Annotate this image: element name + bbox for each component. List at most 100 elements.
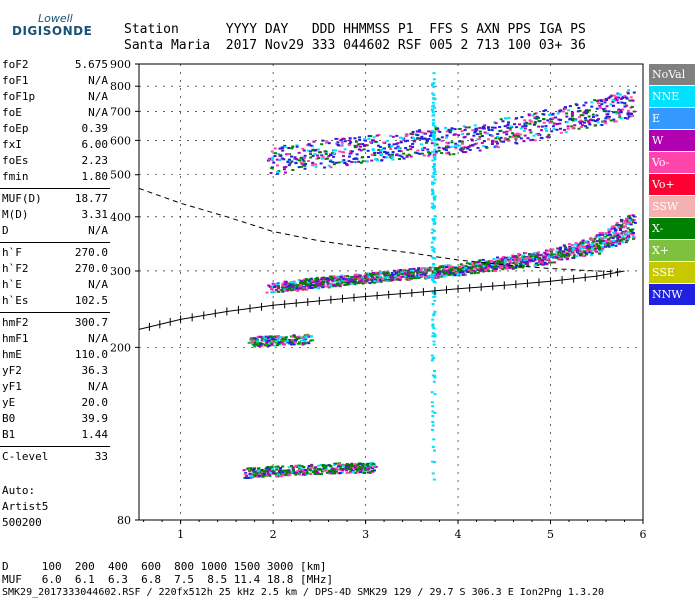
echo-mark [551,248,555,251]
echo-mark [516,132,520,135]
echo-mark [415,152,419,155]
echo-mark [386,271,390,274]
echo-mark [574,243,578,246]
echo-mark [580,120,584,123]
echo-mark [522,256,526,259]
echo-mark [430,391,434,394]
echo-mark [444,274,448,277]
echo-mark [486,132,490,135]
param-row: yE 20.0 [2,396,108,412]
echo-mark [275,468,279,471]
param-row: MUF(D) 18.77 [2,192,108,208]
param-row: M(D) 3.31 [2,208,108,224]
echo-mark [603,101,607,104]
echo-mark [583,246,587,249]
echo-mark [577,116,581,119]
echo-mark [462,125,466,128]
echo-mark [347,155,351,158]
echo-mark [583,117,587,120]
echo-mark [245,474,249,477]
echo-mark [581,114,585,117]
echo-mark [504,256,508,259]
echo-mark [263,337,267,340]
echo-mark [629,96,633,99]
param-name: h`Es [2,294,29,307]
echo-mark [565,112,569,115]
echo-mark [378,277,382,280]
echo-mark [303,278,307,281]
echo-mark [398,275,402,278]
polarization-legend: NoVal NNE E W Vo- Vo+ SSW X- X+ SSE NNW [649,64,695,306]
echo-mark [352,157,356,160]
echo-mark [411,275,415,278]
echo-mark [390,276,394,279]
echo-mark [488,265,492,268]
echo-mark [622,222,626,225]
echo-mark [410,132,414,135]
echo-mark [533,116,537,119]
echo-mark [511,267,515,270]
echo-mark [600,245,604,248]
echo-mark [337,144,341,147]
echo-mark [360,468,364,471]
echo-mark [433,299,437,302]
echo-mark [445,130,449,133]
echo-mark [601,120,605,123]
echo-mark [443,264,447,267]
echo-mark [299,279,303,282]
echo-mark [604,122,608,125]
param-value: 0.39 [81,122,109,135]
echo-mark [309,153,313,156]
echo-mark [627,221,631,224]
echo-mark [287,284,291,287]
echo-mark [388,145,392,148]
echo-mark [371,276,375,279]
echo-mark [623,225,627,228]
echo-mark [433,155,437,158]
echo-mark [266,465,270,468]
echo-mark [616,237,620,240]
echo-mark [380,153,384,156]
echo-mark [373,154,377,157]
echo-mark [614,235,618,238]
echo-mark [410,145,414,148]
echo-mark [482,263,486,266]
echo-mark [432,438,436,441]
footer-info: SMK29_2017333044602.RSF / 220fx512h 25 k… [2,587,605,598]
echo-mark [558,110,562,113]
echo-mark [632,236,636,239]
echo-mark [430,129,434,132]
echo-mark [341,469,345,472]
echo-mark [288,470,292,473]
param-name: foEs [2,154,29,167]
echo-mark [421,149,425,152]
echo-mark [512,258,516,261]
echo-mark [605,99,609,102]
echo-mark [535,117,539,120]
echo-mark [373,151,377,154]
echo-mark [431,165,435,168]
echo-mark [396,142,400,145]
echo-mark [360,276,364,279]
echo-mark [430,354,434,357]
echo-mark [631,115,635,118]
echo-mark [614,97,618,100]
echo-mark [615,240,619,243]
echo-mark [389,147,393,150]
param-row: hmE 110.0 [2,348,108,364]
echo-mark [618,109,622,112]
echo-mark [292,338,296,341]
echo-mark [437,269,441,272]
param-row: foE N/A [2,106,108,122]
echo-mark [271,470,275,473]
echo-mark [433,130,437,133]
echo-mark [475,142,479,145]
echo-mark [395,272,399,275]
echo-mark [632,215,636,218]
echo-mark [321,464,325,467]
echo-mark [358,281,362,284]
echo-mark [364,139,368,142]
echo-mark [608,229,612,232]
echo-mark [506,123,510,126]
echo-mark [514,264,518,267]
